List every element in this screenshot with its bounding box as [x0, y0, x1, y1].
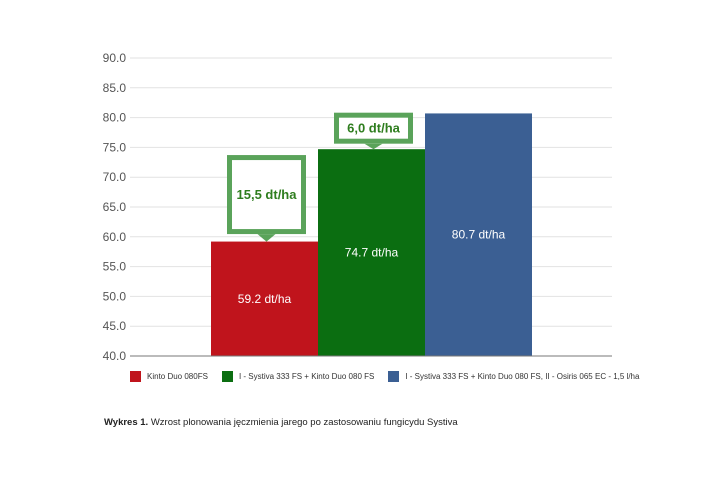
bars: 59.2 dt/ha 74.7 dt/ha 80.7 dt/ha	[211, 113, 532, 356]
callout-box	[334, 112, 413, 144]
bar-value-label: 80.7 dt/ha	[452, 228, 506, 242]
legend-swatch-systiva-osiris	[388, 371, 400, 382]
callouts: 15,5 dt/ha 6,0 dt/ha	[227, 112, 413, 242]
y-tick-label: 90.0	[103, 51, 127, 65]
y-tick-label: 85.0	[103, 81, 127, 95]
y-tick-label: 55.0	[103, 260, 127, 274]
callout-pointer	[257, 234, 276, 242]
y-tick-label: 40.0	[103, 349, 127, 363]
legend: Kinto Duo 080FS I - Systiva 333 FS + Kin…	[130, 371, 653, 382]
y-tick-label: 65.0	[103, 200, 127, 214]
y-tick-label: 80.0	[103, 111, 127, 125]
y-axis-ticks: 40.0 45.0 50.0 55.0 60.0 65.0 70.0 75.0 80.0 85.0…	[103, 51, 127, 363]
legend-swatch-kinto	[130, 371, 141, 382]
legend-item-systiva-kinto: I - Systiva 333 FS + Kinto Duo 080 FS	[221, 371, 375, 382]
y-tick-label: 45.0	[103, 319, 127, 333]
callout-pointer	[364, 143, 383, 150]
legend-swatch-systiva-kinto	[221, 371, 233, 382]
y-tick-label: 75.0	[103, 140, 127, 154]
callout-box	[227, 155, 306, 235]
legend-item-kinto: Kinto Duo 080FS	[130, 371, 208, 382]
callout-text: 15,5 dt/ha	[237, 187, 298, 202]
callout-text: 6,0 dt/ha	[347, 121, 401, 136]
caption-text: Wzrost plonowania jęczmienia jarego po z…	[148, 417, 458, 428]
bar-0	[211, 241, 318, 356]
y-tick-label: 70.0	[103, 170, 127, 184]
y-tick-label: 60.0	[103, 230, 127, 244]
caption-prefix: Wykres 1.	[104, 417, 149, 428]
legend-item-systiva-osiris: I - Systiva 333 FS + Kinto Duo 080 FS, I…	[388, 371, 639, 382]
bar-value-label: 74.7 dt/ha	[345, 246, 399, 260]
bar-1	[318, 149, 425, 356]
figure-caption: Wykres 1. Wzrost plonowania jęczmienia j…	[104, 417, 458, 428]
bar-2	[425, 113, 532, 356]
legend-label-kinto: Kinto Duo 080FS	[147, 372, 208, 381]
legend-label-systiva-kinto: I - Systiva 333 FS + Kinto Duo 080 FS	[238, 372, 375, 381]
y-tick-label: 50.0	[103, 289, 127, 303]
bar-value-label: 59.2 dt/ha	[238, 292, 292, 306]
legend-label-systiva-osiris: I - Systiva 333 FS + Kinto Duo 080 FS, I…	[405, 372, 640, 381]
